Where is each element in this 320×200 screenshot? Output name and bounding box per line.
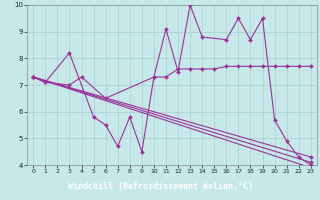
Text: Windchill (Refroidissement éolien,°C): Windchill (Refroidissement éolien,°C) [68,182,252,191]
